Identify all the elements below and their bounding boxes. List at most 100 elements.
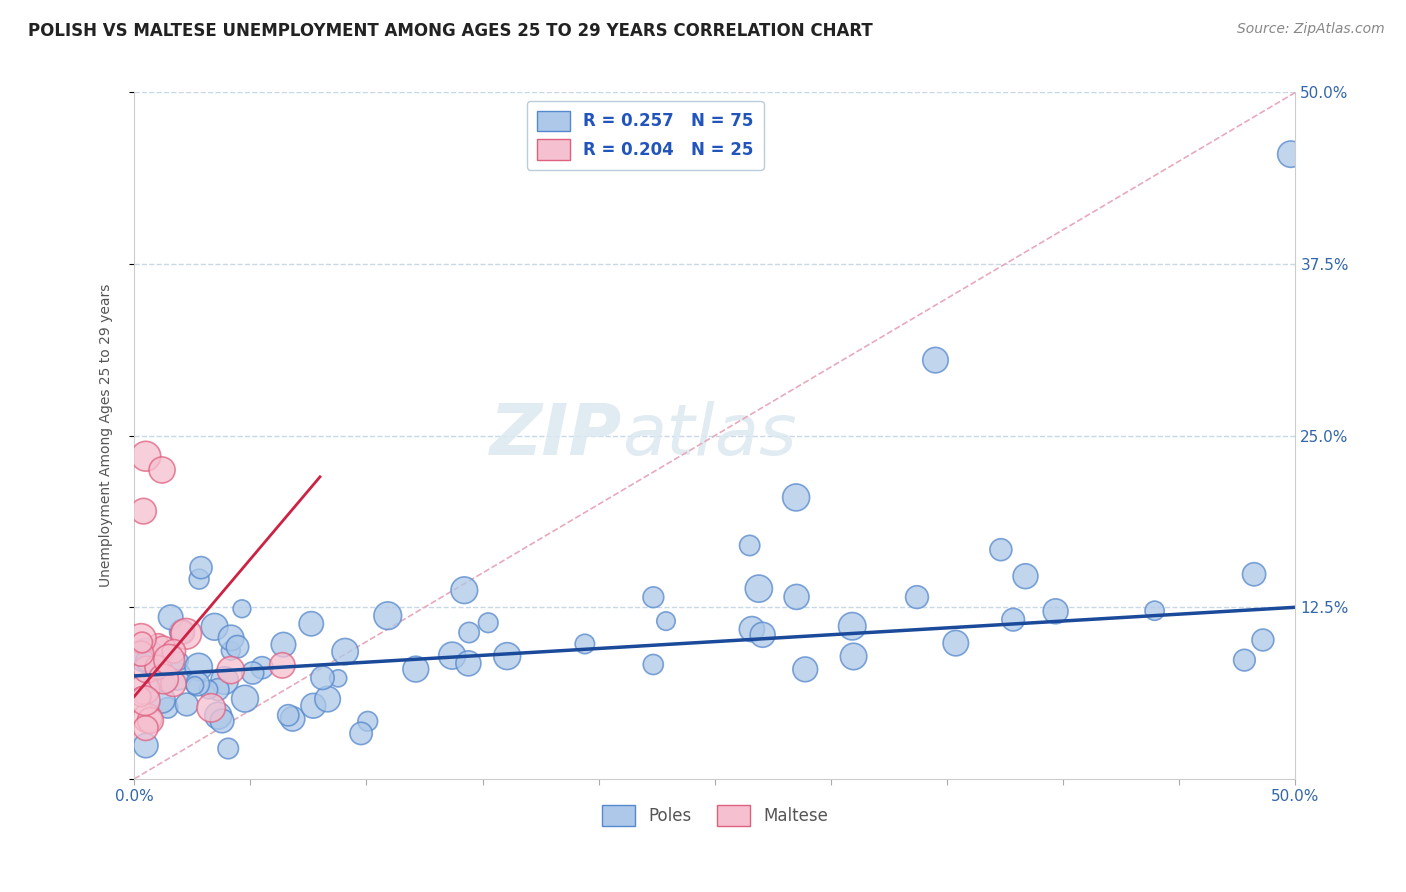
Point [496,649,519,664]
Point [159,610,181,624]
Point [250,661,273,675]
Y-axis label: Unemployment Among Ages 25 to 29 years: Unemployment Among Ages 25 to 29 years [100,284,114,587]
Point [945,636,967,650]
Point [1251,632,1274,647]
Point [170,624,193,639]
Point [167,654,190,668]
Point [150,693,173,707]
Point [197,682,219,697]
Point [785,491,807,505]
Point [176,698,198,712]
Point [299,616,322,631]
Point [477,615,499,630]
Point [135,739,157,753]
Point [242,665,264,680]
Point [643,657,665,672]
Point [148,637,170,651]
Text: POLISH VS MALTESE UNEMPLOYMENT AMONG AGES 25 TO 29 YEARS CORRELATION CHART: POLISH VS MALTESE UNEMPLOYMENT AMONG AGE… [28,22,873,40]
Point [134,694,156,708]
Point [794,662,817,676]
Point [231,601,253,615]
Point [842,649,865,664]
Point [226,640,249,654]
Point [207,682,229,697]
Point [204,620,226,634]
Point [786,590,808,604]
Point [1014,569,1036,583]
Point [1233,653,1256,667]
Point [136,711,159,725]
Point [333,644,356,658]
Point [187,677,209,691]
Point [1243,567,1265,582]
Point [748,582,770,596]
Point [924,353,946,368]
Point [905,590,928,604]
Point [441,648,464,663]
Point [219,663,242,677]
Point [302,698,325,713]
Point [271,658,294,673]
Point [174,626,197,640]
Point [741,622,763,636]
Point [139,714,162,728]
Point [135,662,157,676]
Point [281,712,304,726]
Point [131,635,153,649]
Point [163,644,186,658]
Point [214,673,236,688]
Point [211,714,233,728]
Point [207,708,229,723]
Point [458,625,481,640]
Point [166,669,188,683]
Point [132,504,155,518]
Point [311,671,333,685]
Point [135,648,157,663]
Text: Source: ZipAtlas.com: Source: ZipAtlas.com [1237,22,1385,37]
Point [155,676,177,690]
Point [751,628,773,642]
Point [146,660,169,674]
Point [1045,604,1067,618]
Point [156,701,179,715]
Point [655,614,678,628]
Point [190,560,212,574]
Point [134,682,156,697]
Point [157,653,180,667]
Point [129,647,152,661]
Point [135,721,157,735]
Point [1279,147,1302,161]
Point [135,654,157,668]
Point [172,625,194,640]
Point [1002,613,1025,627]
Point [188,572,211,586]
Point [233,691,256,706]
Point [453,583,475,598]
Text: ZIP: ZIP [489,401,621,470]
Legend: Poles, Maltese: Poles, Maltese [595,798,835,832]
Point [217,741,239,756]
Point [219,631,242,645]
Point [273,638,295,652]
Point [162,677,184,691]
Point [316,692,339,706]
Point [184,678,207,692]
Point [152,641,174,656]
Text: atlas: atlas [621,401,797,470]
Point [143,673,166,687]
Point [150,463,173,477]
Point [219,643,242,657]
Point [1143,604,1166,618]
Point [841,619,863,633]
Point [738,539,761,553]
Point [405,662,427,676]
Point [643,591,665,605]
Point [129,690,152,704]
Point [457,657,479,671]
Point [277,708,299,723]
Point [574,637,596,651]
Point [350,726,373,740]
Point [357,714,380,729]
Point [377,608,399,623]
Point [990,542,1012,557]
